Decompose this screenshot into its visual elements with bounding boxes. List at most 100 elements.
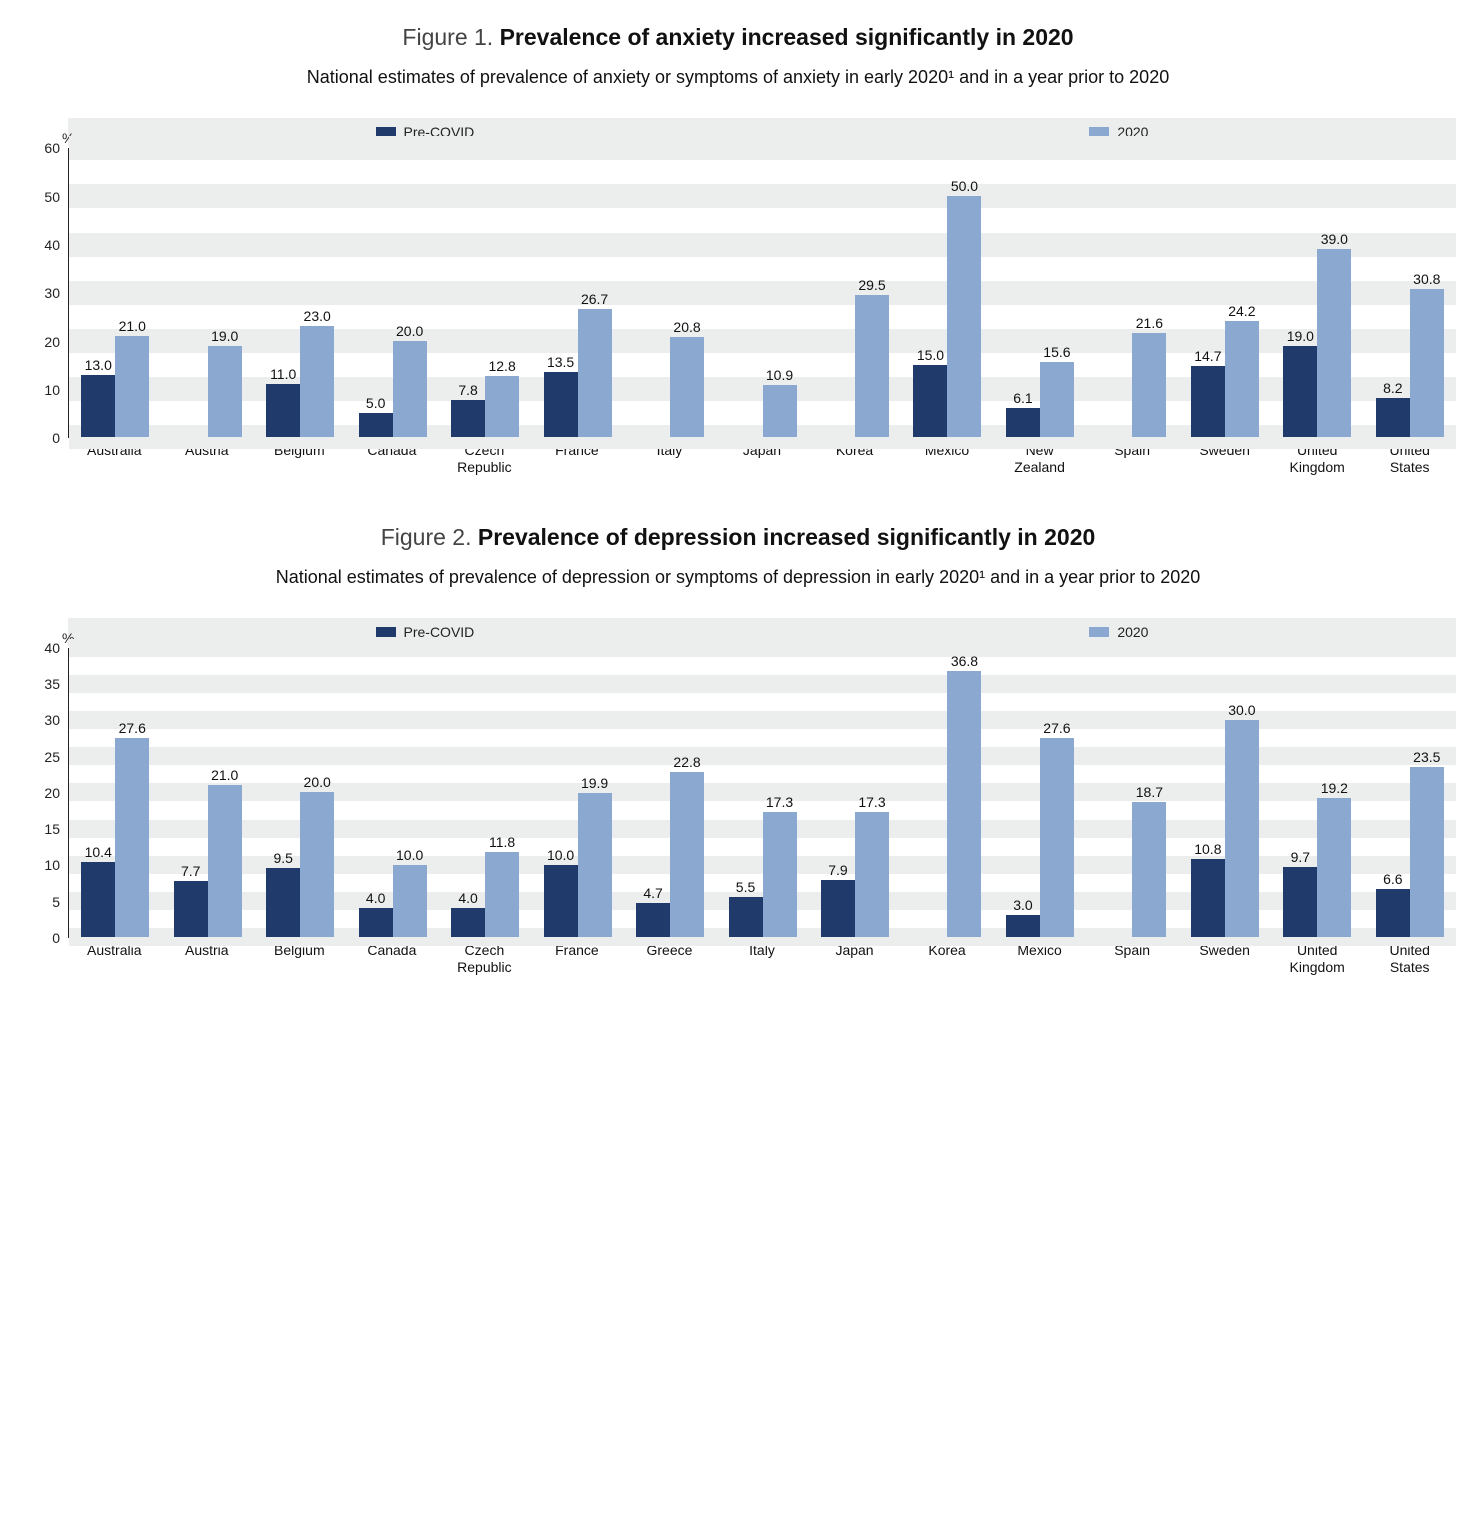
bar-value-label: 30.8 — [1413, 271, 1440, 289]
figure: Figure 1. Prevalence of anxiety increase… — [20, 24, 1456, 476]
bar-group: 9.5 20.0 — [254, 648, 346, 937]
bar-2020: 23.0 — [300, 326, 334, 437]
bar-value-label: 17.3 — [766, 794, 793, 812]
bar-pre: 6.6 — [1376, 889, 1410, 937]
bar-value-label: 19.0 — [211, 328, 238, 346]
x-tick-label: Korea — [901, 942, 994, 976]
bar-2020: 27.6 — [1040, 738, 1074, 937]
bar-value-label: 15.6 — [1043, 344, 1070, 362]
chart: %010203040506013.021.019.011.023.05.020.… — [68, 148, 1456, 476]
bar-group: 14.7 24.2 — [1179, 148, 1271, 437]
bar-2020: 19.9 — [578, 793, 612, 937]
bar-group: 10.830.0 — [1179, 648, 1271, 937]
plot-area: 10.427.67.721.09.520.04.010.04.011.810.0… — [68, 648, 1456, 938]
bar-group: 19.0 — [161, 148, 253, 437]
bar-value-label: 9.7 — [1291, 849, 1310, 867]
bar-value-label: 7.7 — [181, 863, 200, 881]
bar-group: 19.039.0 — [1271, 148, 1363, 437]
bar-pre: 13.5 — [544, 372, 578, 437]
bar-value-label: 10.4 — [85, 844, 112, 862]
bar-value-label: 3.0 — [1013, 897, 1032, 915]
bar-group: 7.917.3 — [809, 648, 901, 937]
bar-pre: 4.0 — [359, 908, 393, 937]
bar-2020: 21.0 — [115, 336, 149, 437]
bar-2020: 21.6 — [1132, 333, 1166, 437]
bar-2020: 29.5 — [855, 295, 889, 437]
bar-2020: 12.8 — [485, 376, 519, 438]
bar-value-label: 9.5 — [273, 850, 292, 868]
y-tick-label: 40 — [44, 640, 60, 656]
bar-2020: 23.5 — [1410, 767, 1444, 937]
bar-group: 5.517.3 — [716, 648, 808, 937]
bar-value-label: 39.0 — [1321, 231, 1348, 249]
bar-value-label: 14.7 — [1194, 348, 1221, 366]
bar-value-label: 23.0 — [304, 308, 331, 326]
x-tick-label: Australia — [68, 942, 161, 976]
bar-2020: 20.8 — [670, 337, 704, 437]
bar-value-label: 15.0 — [917, 347, 944, 365]
y-tick-label: 30 — [44, 285, 60, 301]
bar-value-label: 6.1 — [1013, 390, 1032, 408]
bar-pre: 19.0 — [1283, 346, 1317, 438]
bar-2020: 19.0 — [208, 346, 242, 438]
bar-value-label: 10.0 — [396, 847, 423, 865]
chart: %051015202530354010.427.67.721.09.520.04… — [68, 648, 1456, 976]
bar-value-label: 5.0 — [366, 395, 385, 413]
bar-2020: 22.8 — [670, 772, 704, 937]
x-tick-label: France — [531, 942, 624, 976]
bar-2020: 39.0 — [1317, 249, 1351, 437]
bar-pre: 13.0 — [81, 375, 115, 438]
bar-value-label: 24.2 — [1228, 303, 1255, 321]
bar-group: 4.011.8 — [439, 648, 531, 937]
bar-group: 20.8 — [624, 148, 716, 437]
bar-pre: 3.0 — [1006, 915, 1040, 937]
bar-value-label: 20.8 — [673, 319, 700, 337]
bar-2020: 15.6 — [1040, 362, 1074, 437]
x-tick-label: Austria — [161, 942, 254, 976]
bar-value-label: 27.6 — [1043, 720, 1070, 738]
bar-group: 4.722.8 — [624, 648, 716, 937]
x-tick-label: Spain — [1086, 942, 1179, 976]
bar-value-label: 27.6 — [119, 720, 146, 738]
legend-swatch — [1089, 627, 1109, 637]
x-tick-label: Italy — [716, 942, 809, 976]
bar-group: 6.1 15.6 — [994, 148, 1086, 437]
bar-value-label: 50.0 — [951, 178, 978, 196]
y-tick-label: 60 — [44, 140, 60, 156]
bar-value-label: 10.8 — [1194, 841, 1221, 859]
bar-2020: 30.0 — [1225, 720, 1259, 937]
bar-value-label: 11.8 — [489, 834, 515, 852]
y-tick-label: 0 — [52, 930, 60, 946]
x-tick-label: Canada — [346, 942, 439, 976]
y-axis: 0102030405060 — [20, 148, 66, 438]
bar-pre: 8.2 — [1376, 398, 1410, 437]
bar-value-label: 4.0 — [366, 890, 385, 908]
bar-value-label: 10.0 — [547, 847, 574, 865]
bars-row: 13.021.019.011.023.05.020.07.812.813.526… — [69, 148, 1456, 437]
y-tick-label: 20 — [44, 785, 60, 801]
x-axis-labels: AustraliaAustriaBelgiumCanadaCzech Repub… — [68, 942, 1456, 976]
bar-group: 7.7 21.0 — [161, 648, 253, 937]
bar-value-label: 17.3 — [858, 794, 885, 812]
bar-2020: 20.0 — [393, 341, 427, 437]
figure-subtitle: National estimates of prevalence of depr… — [188, 565, 1288, 590]
y-axis: 0510152025303540 — [20, 648, 66, 938]
bar-group: 4.0 10.0 — [346, 648, 438, 937]
x-tick-label: Belgium — [253, 942, 346, 976]
figure-subtitle: National estimates of prevalence of anxi… — [188, 65, 1288, 90]
bar-value-label: 13.5 — [547, 354, 574, 372]
bar-value-label: 22.8 — [673, 754, 700, 772]
x-tick-label: Czech Republic — [438, 942, 531, 976]
bar-2020: 27.6 — [115, 738, 149, 937]
bar-value-label: 19.2 — [1321, 780, 1348, 798]
bar-2020: 20.0 — [300, 792, 334, 937]
bar-pre: 5.0 — [359, 413, 393, 437]
figure-prefix: Figure 1. — [402, 24, 499, 50]
x-tick-label: Greece — [623, 942, 716, 976]
figure-title-bold: Prevalence of depression increased signi… — [478, 524, 1095, 550]
bar-pre: 11.0 — [266, 384, 300, 437]
bar-group: 13.021.0 — [69, 148, 161, 437]
bar-group: 13.526.7 — [531, 148, 623, 437]
bar-2020: 21.0 — [208, 785, 242, 937]
bar-value-label: 18.7 — [1136, 784, 1163, 802]
